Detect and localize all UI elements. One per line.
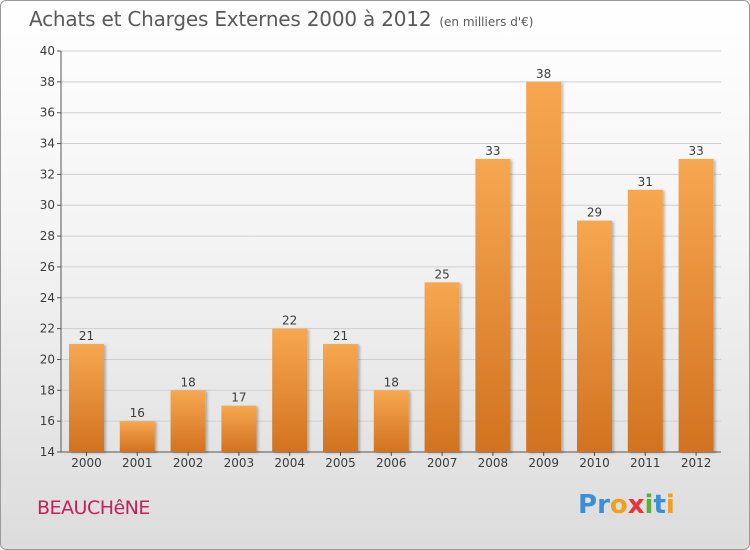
x-tick-label: 2009 [528, 456, 559, 470]
y-tick-label: 16 [40, 414, 55, 428]
bar [170, 390, 206, 452]
data-label: 33 [485, 144, 500, 158]
logo-letter: o [609, 490, 628, 520]
x-tick-label: 2002 [173, 456, 204, 470]
bar [577, 220, 612, 452]
x-tick-label: 2003 [224, 456, 255, 470]
label-layer: 21 16 18 17 22 21 18 25 33 38 29 31 33 [79, 67, 704, 420]
y-tick-label: 28 [40, 229, 55, 243]
bar [475, 158, 511, 452]
x-tick-label: 2005 [325, 456, 356, 470]
bar [323, 344, 358, 452]
data-label: 38 [536, 67, 551, 81]
logo-letter: i [644, 490, 654, 520]
logo-letter: i [665, 490, 675, 520]
logo-letter: t [653, 490, 666, 520]
x-tick-label: 2011 [630, 456, 661, 470]
y-tick-label: 30 [40, 198, 55, 212]
data-label: 29 [587, 206, 602, 220]
proxiti-logo[interactable]: Proxiti [578, 490, 675, 520]
axis-layer: 14 16 18 20 22 24 26 28 30 32 34 36 38 40 2000 2001 2002… [40, 44, 721, 470]
y-tick-label: 36 [40, 106, 55, 120]
data-label: 17 [231, 391, 246, 405]
y-tick-label: 24 [40, 291, 55, 305]
bar [678, 158, 714, 452]
data-label: 22 [282, 314, 297, 328]
chart-title: Achats et Charges Externes 2000 à 2012 (e… [29, 7, 533, 31]
logo-letter: P [578, 490, 598, 520]
y-tick-label: 20 [40, 352, 55, 366]
x-tick-label: 2000 [71, 456, 102, 470]
place-name: BEAUCHêNE [37, 497, 150, 519]
x-tick-label: 2012 [681, 456, 712, 470]
y-tick-label: 32 [40, 167, 55, 181]
chart-title-text: Achats et Charges Externes 2000 à 2012 [29, 7, 432, 31]
bar-layer [69, 81, 714, 453]
bar [627, 189, 663, 453]
bar [272, 328, 308, 452]
data-label: 21 [333, 329, 348, 343]
bar [424, 282, 460, 452]
x-tick-label: 2004 [274, 456, 305, 470]
data-label: 25 [434, 267, 449, 281]
y-tick-label: 14 [40, 445, 55, 459]
logo-letter: x [627, 490, 645, 520]
y-tick-label: 26 [40, 260, 55, 274]
data-label: 21 [79, 329, 94, 343]
y-tick-label: 18 [40, 383, 55, 397]
x-tick-label: 2001 [122, 456, 153, 470]
y-tick-label: 40 [40, 44, 55, 58]
bar [69, 344, 104, 452]
data-label: 33 [688, 144, 703, 158]
data-label: 18 [180, 375, 195, 389]
y-tick-label: 22 [40, 322, 55, 336]
data-label: 18 [384, 375, 399, 389]
data-label: 31 [638, 175, 653, 189]
x-tick-label: 2007 [427, 456, 458, 470]
bar [221, 405, 257, 452]
x-tick-label: 2006 [376, 456, 407, 470]
y-tick-label: 34 [40, 137, 55, 151]
logo-letter: r [597, 490, 610, 520]
bar [119, 421, 155, 452]
chart-unit: (en milliers d'€) [439, 15, 534, 29]
y-tick-label: 38 [40, 75, 55, 89]
bar [526, 81, 562, 452]
bar [373, 390, 409, 452]
data-label: 16 [130, 406, 145, 420]
x-tick-label: 2010 [579, 456, 610, 470]
x-tick-label: 2008 [478, 456, 509, 470]
